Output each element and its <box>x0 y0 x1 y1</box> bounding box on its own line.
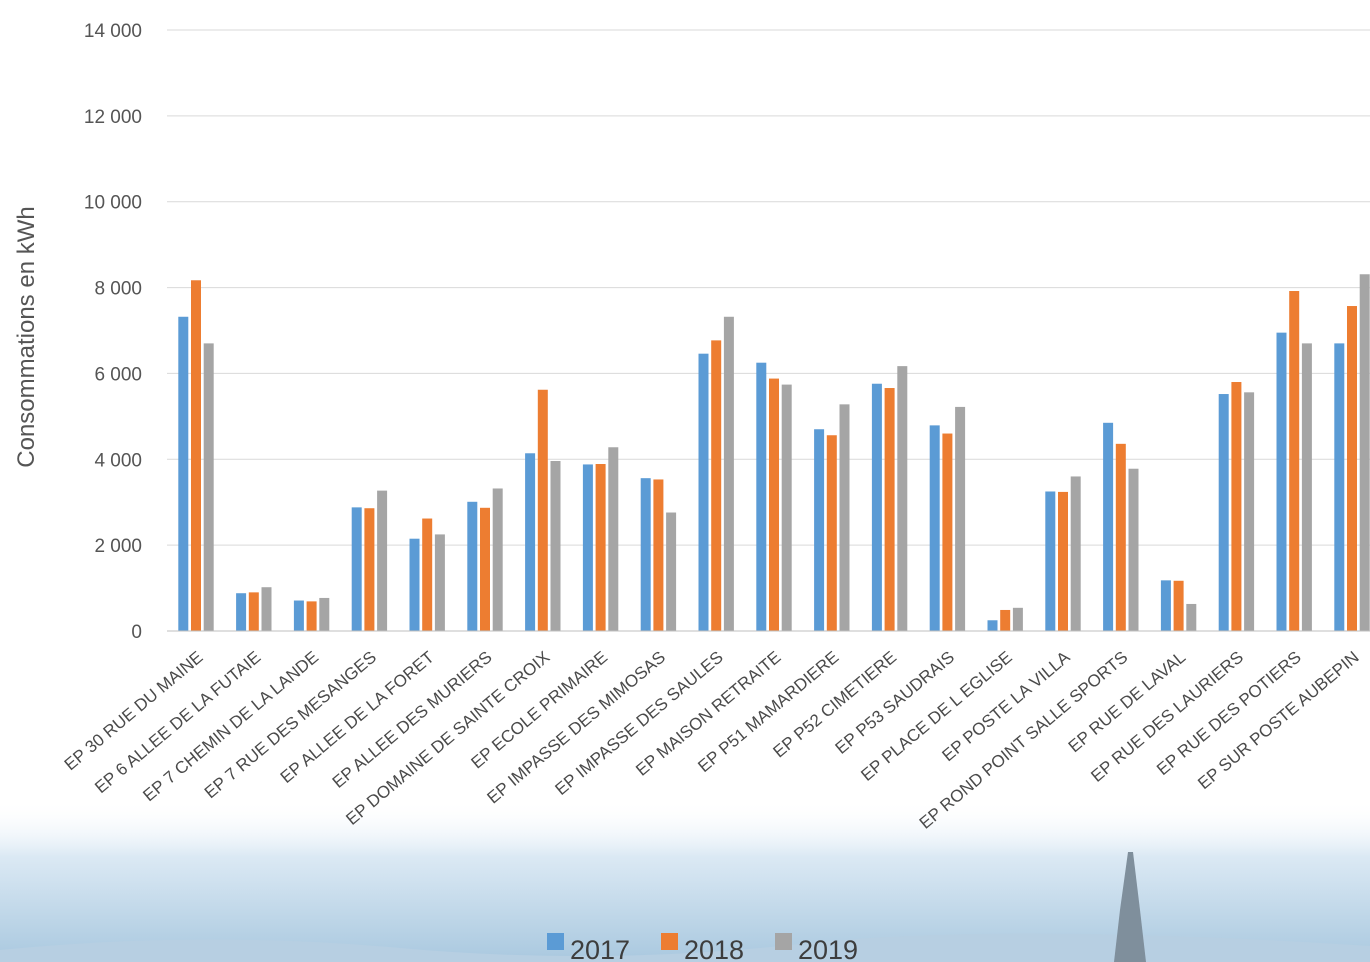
bar-2019 <box>781 384 792 631</box>
y-tick-label: 10 000 <box>84 193 142 214</box>
bar-2018 <box>711 340 722 631</box>
bar-2019 <box>1244 392 1255 631</box>
bar-2018 <box>537 389 548 631</box>
bar-2017 <box>1103 422 1114 631</box>
bar-2018 <box>306 601 317 631</box>
y-tick-label: 14 000 <box>84 21 142 42</box>
bar-2017 <box>351 507 362 631</box>
bar-2017 <box>1334 343 1345 631</box>
y-axis-ticks: 0 2 000 4 000 6 000 8 000 10 000 12 000 14 000 <box>84 21 142 643</box>
bar-2017 <box>525 453 536 631</box>
bar-2017 <box>236 593 247 631</box>
bar-2019 <box>377 490 388 631</box>
legend: 2017 2018 2019 <box>547 933 858 962</box>
bar-2019 <box>319 597 330 631</box>
bar-2019 <box>1301 343 1312 631</box>
bar-2019 <box>492 488 503 631</box>
bar-2018 <box>769 378 779 631</box>
bar-2019 <box>1070 476 1081 631</box>
bar-2019 <box>203 343 214 631</box>
bar-2017 <box>640 478 651 631</box>
bar-2018 <box>422 518 433 631</box>
bar-2019 <box>839 404 850 631</box>
legend-label-2019: 2019 <box>798 935 858 962</box>
bar-2017 <box>756 362 767 631</box>
bar-2017 <box>814 429 825 631</box>
bar-2019 <box>261 587 272 631</box>
bar-2018 <box>826 435 837 631</box>
legend-label-2018: 2018 <box>684 935 744 962</box>
y-tick-label: 2 000 <box>94 536 142 557</box>
bar-2017 <box>871 383 882 631</box>
legend-swatch-2019 <box>775 933 792 950</box>
bar-2017 <box>582 464 593 631</box>
bar-2019 <box>1359 274 1370 631</box>
church-spire <box>1114 852 1146 962</box>
bar-2018 <box>1058 491 1068 631</box>
y-tick-label: 4 000 <box>94 450 142 471</box>
bar-2019 <box>608 447 619 631</box>
y-tick-label: 6 000 <box>94 364 142 385</box>
bar-2017 <box>1218 394 1229 631</box>
bar-2018 <box>884 388 895 631</box>
legend-swatch-2018 <box>661 933 678 950</box>
bar-2017 <box>987 620 998 631</box>
bar-2018 <box>653 479 664 631</box>
bar-2018 <box>480 507 490 631</box>
bar-2019 <box>1128 468 1139 631</box>
y-tick-label: 8 000 <box>94 279 142 300</box>
bar-2019 <box>434 534 445 631</box>
bar-2018 <box>364 508 375 631</box>
bar-2019 <box>723 316 734 631</box>
bar-2017 <box>698 353 709 631</box>
bar-2017 <box>1160 580 1171 631</box>
bars <box>178 274 1370 631</box>
bar-2018 <box>1173 580 1184 631</box>
bar-2017 <box>409 538 420 631</box>
bar-2017 <box>1045 491 1056 631</box>
bar-2018 <box>248 592 259 631</box>
bar-2019 <box>1012 607 1023 631</box>
legend-swatch-2017 <box>547 933 564 950</box>
bar-2018 <box>1231 382 1242 631</box>
bar-2017 <box>1276 332 1287 631</box>
y-axis-title: Consommations en kWh <box>13 206 40 467</box>
bar-2018 <box>1115 443 1126 631</box>
bar-2019 <box>666 512 677 631</box>
bar-2017 <box>467 501 478 631</box>
background-photo <box>0 800 1370 962</box>
bar-2017 <box>929 425 940 631</box>
bar-2019 <box>1186 603 1197 631</box>
bar-2018 <box>191 280 201 631</box>
bar-2019 <box>550 461 561 631</box>
y-tick-label: 12 000 <box>84 107 142 128</box>
bar-2018 <box>1347 306 1357 631</box>
gridlines <box>167 29 1370 546</box>
bar-2018 <box>1000 609 1011 631</box>
bar-2018 <box>595 464 606 631</box>
bar-2019 <box>955 406 966 631</box>
bar-2018 <box>1289 291 1300 631</box>
bar-2017 <box>178 316 189 631</box>
legend-label-2017: 2017 <box>570 935 630 962</box>
bar-2018 <box>942 433 953 631</box>
bar-2017 <box>293 600 304 631</box>
bar-2019 <box>897 366 908 631</box>
y-tick-label: 0 <box>131 622 142 643</box>
